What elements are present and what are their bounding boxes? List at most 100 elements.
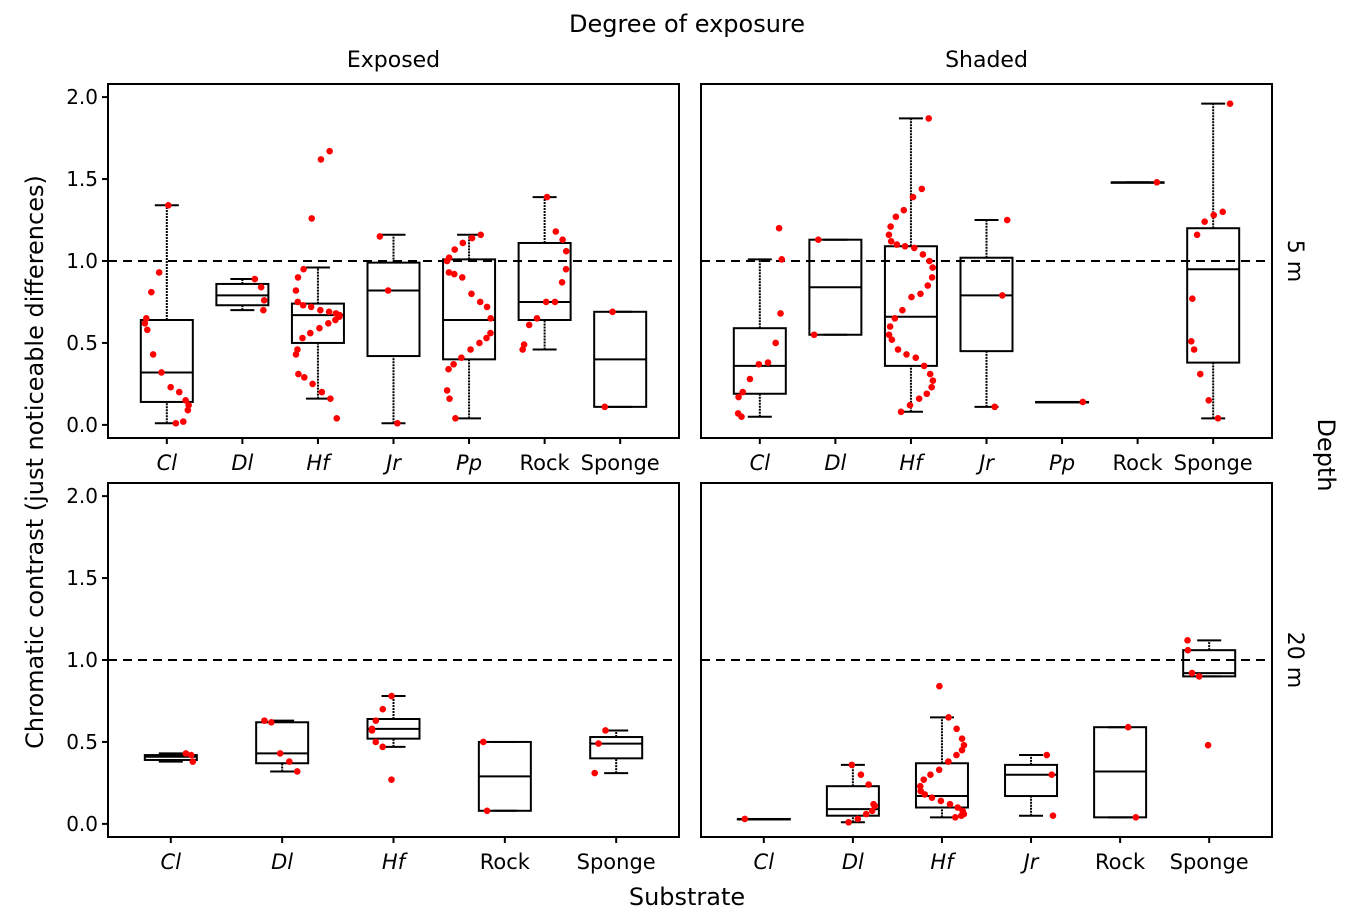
panel-exposed-20m: 0.0 0.5 1.0 1.5 2.0 Cl Dl Hf Rock Sponge bbox=[66, 482, 680, 874]
data-point bbox=[1193, 231, 1201, 239]
box bbox=[139, 319, 194, 403]
data-point bbox=[1214, 415, 1222, 422]
x-tick-label-cl: Cl bbox=[157, 451, 178, 475]
data-point bbox=[953, 725, 960, 733]
data-point bbox=[870, 800, 877, 808]
data-point bbox=[562, 265, 570, 273]
data-point bbox=[443, 387, 451, 394]
data-point bbox=[487, 329, 494, 337]
data-point bbox=[1219, 208, 1227, 216]
data-point bbox=[483, 334, 490, 342]
group-jr bbox=[1004, 751, 1059, 819]
group-cl bbox=[736, 815, 791, 823]
data-point bbox=[894, 346, 902, 353]
data-point bbox=[909, 193, 917, 201]
column-title-exposed: Exposed bbox=[347, 48, 440, 73]
data-point bbox=[257, 283, 265, 291]
data-point bbox=[388, 692, 395, 700]
data-point bbox=[182, 397, 189, 404]
data-point bbox=[1190, 346, 1198, 353]
data-point bbox=[775, 224, 783, 232]
x-tick-label-pp: Pp bbox=[1049, 451, 1075, 475]
y-tick-label: 2.0 bbox=[66, 85, 98, 109]
data-point bbox=[865, 781, 872, 788]
data-point bbox=[1189, 295, 1196, 302]
data-point bbox=[929, 377, 937, 384]
y-tick-label: 2.0 bbox=[66, 484, 98, 508]
data-point bbox=[960, 741, 968, 749]
data-point bbox=[919, 251, 927, 258]
data-point bbox=[185, 401, 192, 409]
data-point bbox=[868, 807, 876, 815]
data-point bbox=[483, 807, 491, 815]
data-point bbox=[149, 351, 157, 358]
group-dl bbox=[215, 275, 270, 314]
column-title-shaded: Shaded bbox=[945, 48, 1028, 73]
data-point bbox=[167, 383, 174, 391]
data-point bbox=[885, 331, 893, 339]
data-point bbox=[388, 776, 395, 783]
x-tick-label-rock: Rock bbox=[1113, 451, 1164, 475]
data-point bbox=[1132, 814, 1140, 821]
data-point bbox=[777, 310, 784, 317]
data-point bbox=[778, 256, 786, 263]
depth-label: Depth bbox=[1312, 418, 1340, 491]
data-point bbox=[772, 339, 779, 347]
data-point bbox=[755, 360, 763, 368]
data-point bbox=[918, 185, 926, 193]
data-point bbox=[888, 336, 896, 343]
data-point bbox=[261, 717, 268, 724]
data-point bbox=[175, 388, 183, 396]
box bbox=[1182, 649, 1237, 678]
data-point bbox=[845, 818, 852, 826]
data-point bbox=[477, 231, 485, 239]
y-tick-label: 0.0 bbox=[66, 812, 98, 836]
chart-title: Degree of exposure bbox=[569, 10, 805, 38]
data-point bbox=[862, 810, 870, 818]
data-point bbox=[1049, 812, 1057, 819]
data-point bbox=[1184, 646, 1192, 654]
data-point bbox=[458, 354, 465, 361]
data-point bbox=[446, 395, 453, 402]
box bbox=[883, 245, 938, 367]
box bbox=[366, 261, 421, 358]
data-point bbox=[1184, 637, 1191, 644]
data-point bbox=[384, 287, 392, 294]
data-point bbox=[1205, 397, 1213, 404]
group-jr bbox=[959, 216, 1014, 411]
data-point bbox=[958, 735, 966, 742]
data-point bbox=[325, 308, 333, 316]
data-point bbox=[333, 415, 341, 422]
data-point bbox=[327, 395, 334, 402]
data-point bbox=[926, 370, 934, 378]
data-point bbox=[854, 815, 862, 823]
data-point bbox=[551, 298, 559, 306]
group-jr bbox=[366, 233, 421, 427]
x-tick-label-hf: Hf bbox=[382, 850, 409, 874]
data-point bbox=[182, 750, 190, 757]
data-point bbox=[912, 354, 920, 361]
box bbox=[517, 241, 572, 322]
data-point bbox=[1003, 216, 1011, 224]
data-point bbox=[903, 351, 910, 358]
group-dl bbox=[808, 236, 863, 339]
data-point bbox=[332, 310, 340, 317]
data-point bbox=[602, 727, 609, 734]
group-rock bbox=[517, 193, 572, 353]
group-hf bbox=[883, 115, 938, 416]
data-point bbox=[1201, 218, 1208, 225]
data-point bbox=[450, 270, 458, 278]
data-point bbox=[1153, 179, 1161, 186]
row-title-5m: 5 m bbox=[1282, 240, 1307, 282]
data-point bbox=[1124, 723, 1132, 731]
data-point bbox=[379, 705, 387, 713]
data-point bbox=[294, 274, 302, 281]
x-tick-label-cl: Cl bbox=[754, 850, 775, 874]
data-point bbox=[595, 740, 602, 747]
data-point bbox=[915, 395, 923, 402]
data-point bbox=[927, 771, 934, 779]
data-point bbox=[189, 758, 197, 765]
box bbox=[442, 258, 497, 361]
x-tick-label-sponge: Sponge bbox=[581, 451, 660, 475]
data-point bbox=[143, 326, 151, 334]
